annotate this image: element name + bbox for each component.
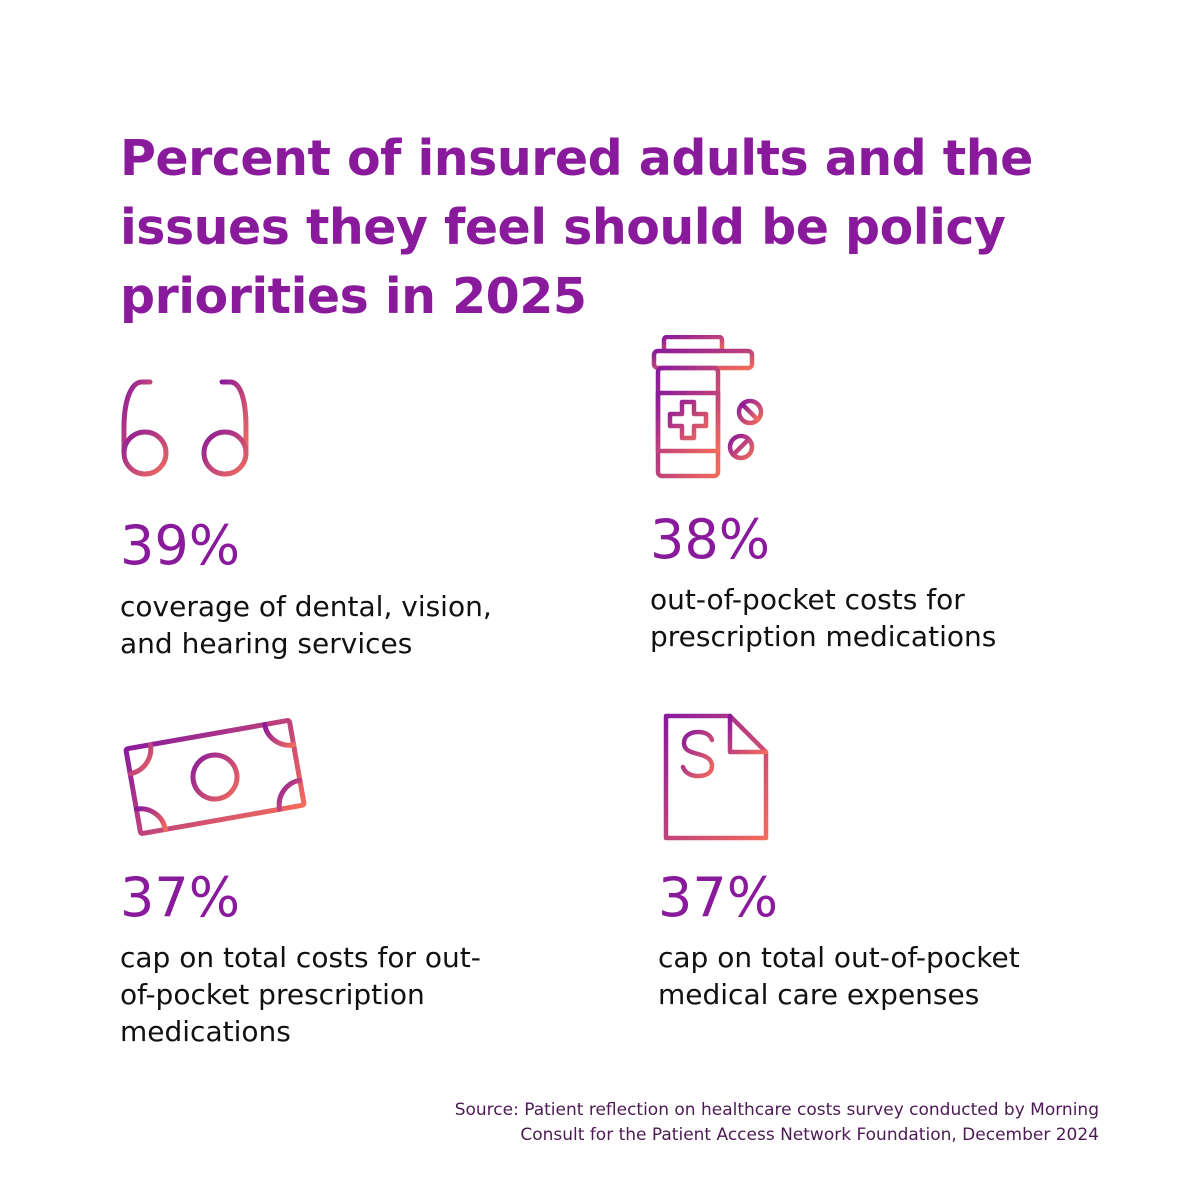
page-title: Percent of insured adults and the issues… (120, 124, 1100, 331)
stat-description-line: and hearing services (120, 627, 413, 660)
stat-description: cap on total costs for out- of-pocket pr… (120, 939, 481, 1050)
stat-description-line: medical care expenses (658, 978, 980, 1011)
pill-bottle-icon (650, 335, 780, 483)
stat-description-line: medications (120, 1015, 291, 1048)
eyeglasses-icon (120, 378, 252, 486)
stat-description-line: out-of-pocket costs for (650, 583, 965, 616)
title-line: Percent of insured adults and the (120, 130, 1033, 187)
title-line: issues they feel should be policy (120, 199, 1006, 256)
stat-description: cap on total out-of-pocket medical care … (658, 939, 1020, 1013)
stat-description: coverage of dental, vision, and hearing … (120, 588, 492, 662)
stat-description-line: prescription medications (650, 620, 997, 653)
stat-description-line: coverage of dental, vision, (120, 590, 492, 623)
stat-description-line: cap on total out-of-pocket (658, 941, 1020, 974)
title-line: priorities in 2025 (120, 268, 587, 325)
stat-description-line: of-pocket prescription (120, 978, 425, 1011)
stat-percent: 39% (120, 514, 241, 577)
source-line: Source: Patient reflection on healthcare… (454, 1100, 1099, 1120)
stat-percent: 37% (658, 866, 779, 929)
stat-percent: 38% (650, 508, 771, 571)
stat-description: out-of-pocket costs for prescription med… (650, 581, 996, 655)
invoice-dollar-icon (658, 712, 770, 842)
banknote-icon (120, 712, 310, 842)
source-line: Consult for the Patient Access Network F… (520, 1125, 1099, 1145)
source-citation: Source: Patient reflection on healthcare… (455, 1098, 1099, 1148)
stat-percent: 37% (120, 866, 241, 929)
stat-description-line: cap on total costs for out- (120, 941, 481, 974)
